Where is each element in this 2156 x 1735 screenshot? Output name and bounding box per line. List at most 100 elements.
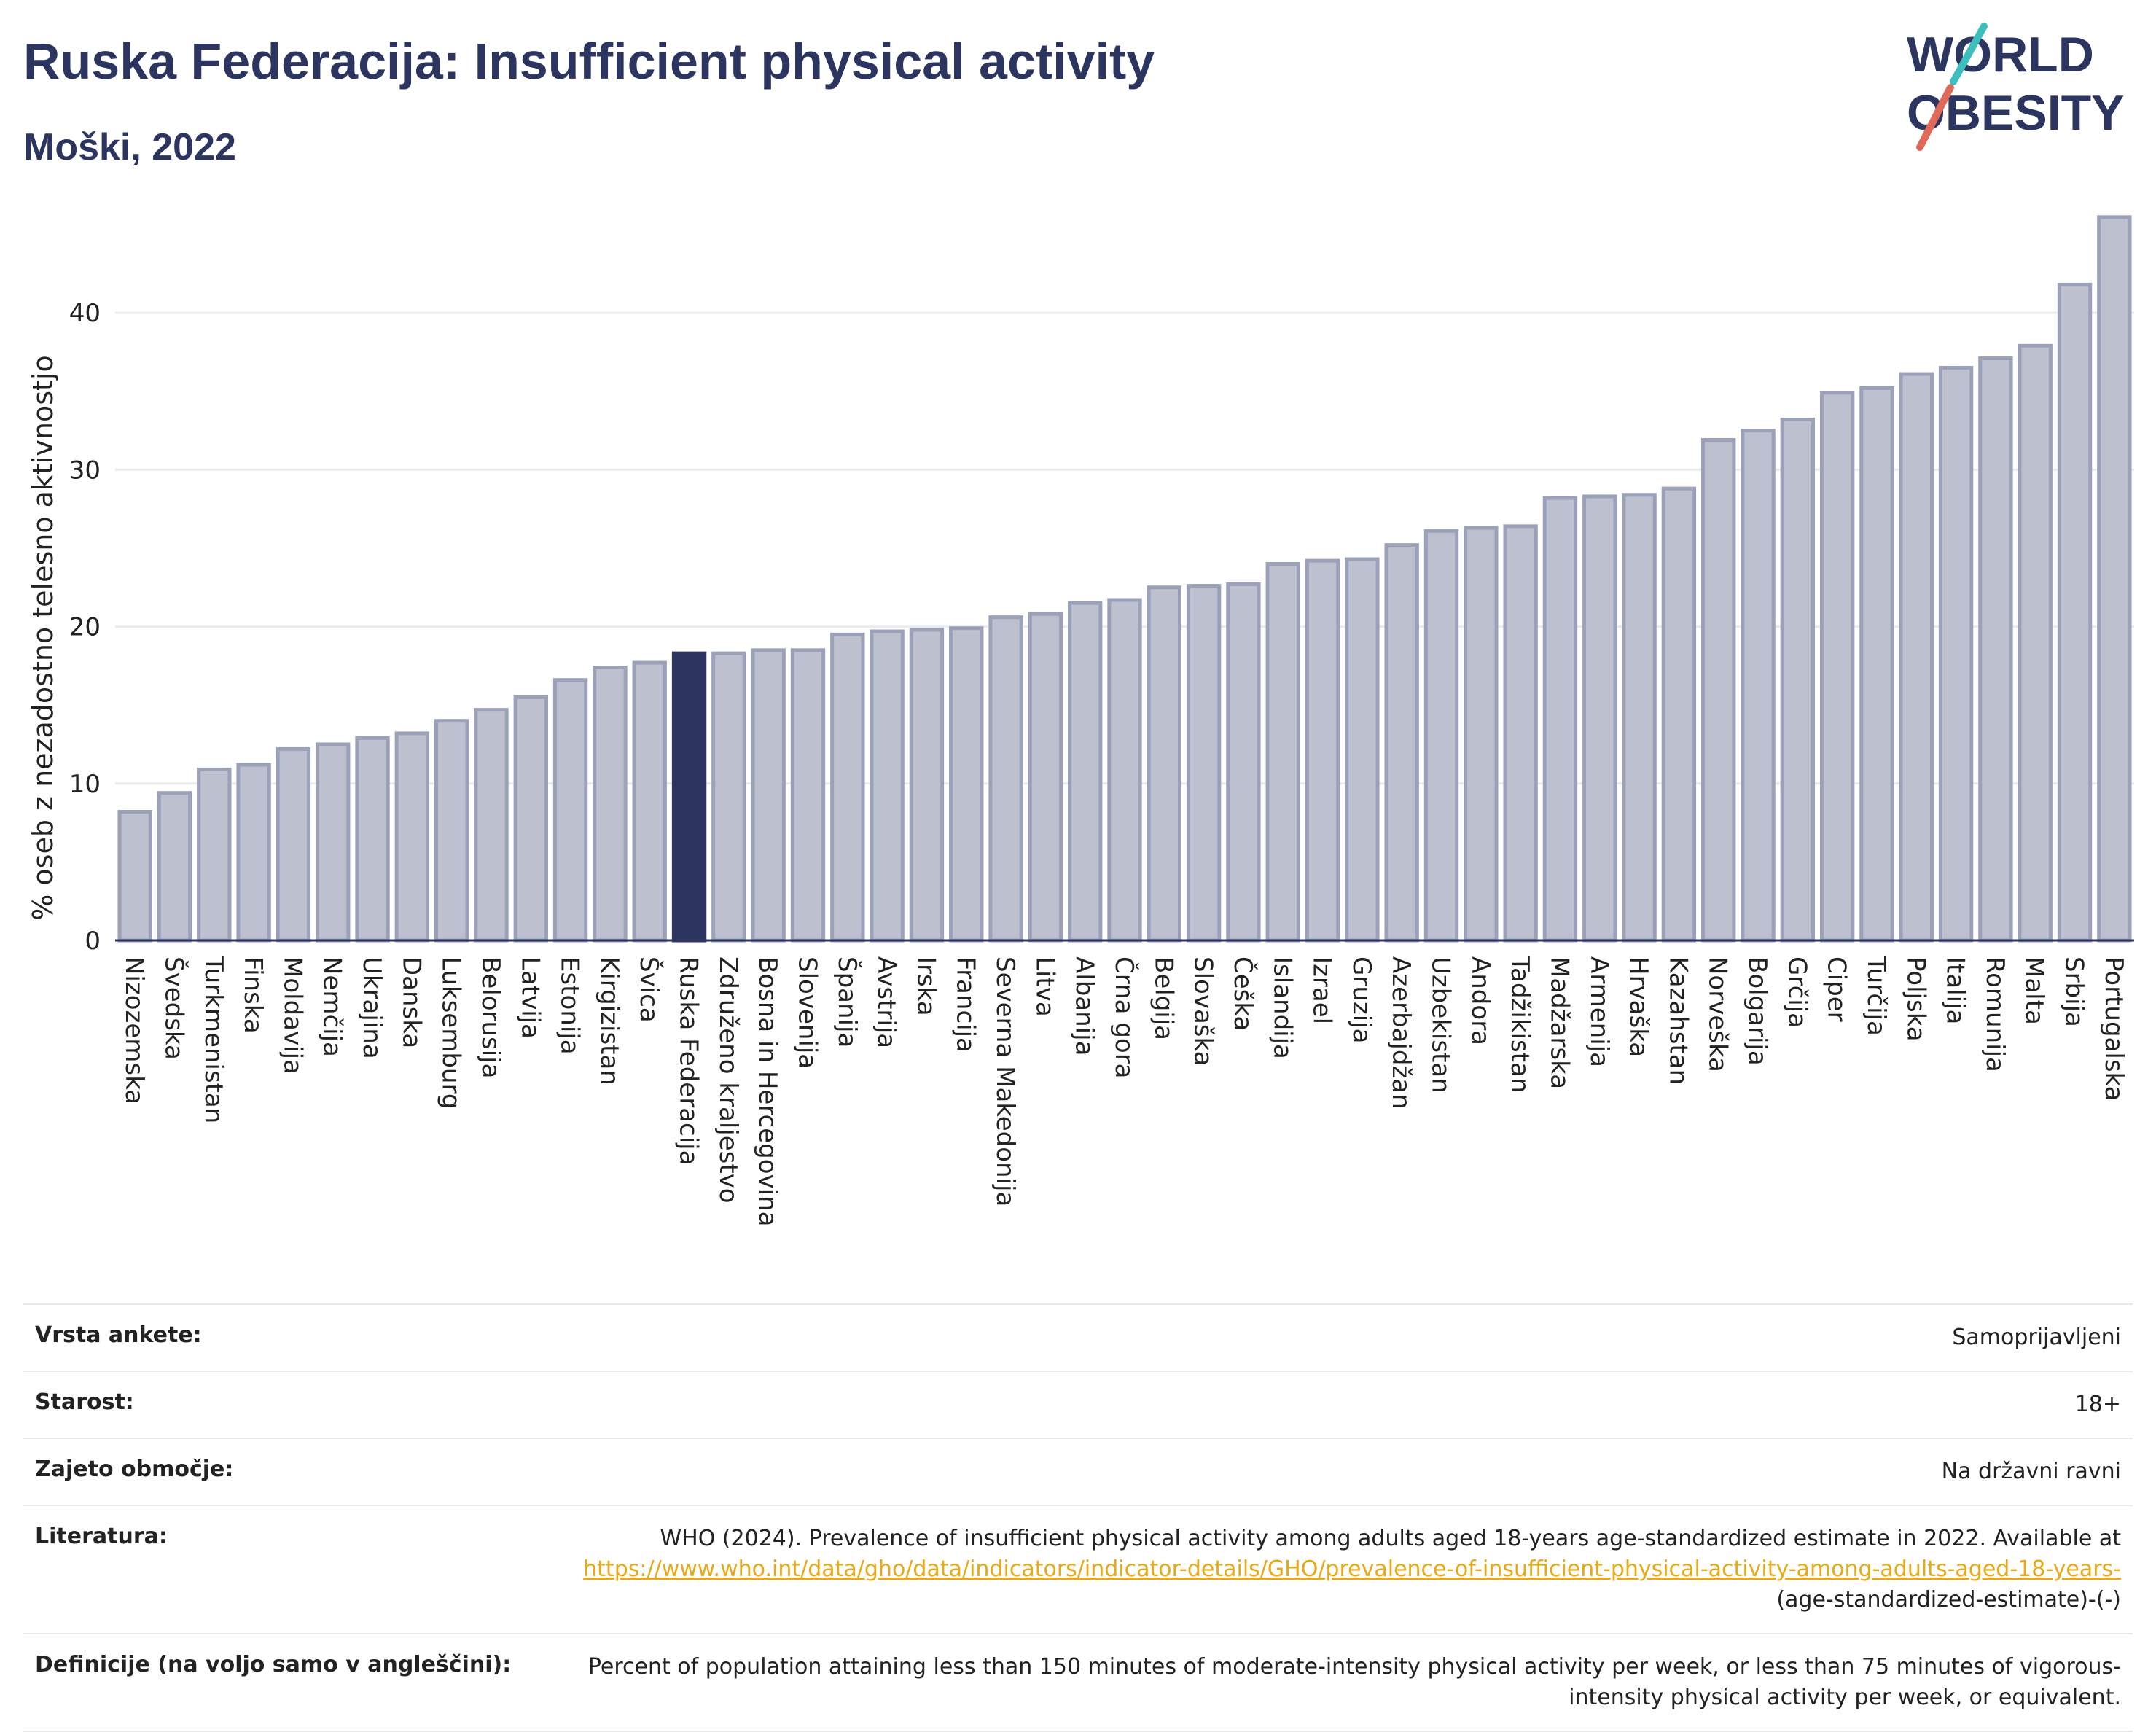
bar: [1068, 601, 1103, 943]
x-tick-label: Estonija: [555, 956, 585, 1055]
x-tick-label: Portugalska: [2099, 956, 2128, 1101]
y-tick-label: 40: [69, 299, 101, 328]
meta-row-reference: Literatura: WHO (2024). Prevalence of in…: [23, 1505, 2133, 1634]
bar: [1819, 391, 1855, 943]
meta-value: WHO (2024). Prevalence of insufficient p…: [571, 1505, 2133, 1634]
logo-line-1: WORLD: [1907, 27, 2094, 82]
bar: [117, 810, 152, 943]
x-tick-label: Tadžikistan: [1505, 956, 1534, 1093]
x-tick-label: Madžarska: [1544, 956, 1574, 1089]
bar: [1582, 494, 1617, 943]
x-tick-label: Francija: [951, 956, 980, 1053]
bar: [2097, 215, 2132, 943]
bar: [1186, 584, 1222, 943]
bar: [316, 742, 351, 943]
meta-row-definition: Definicije (na voljo samo v angleščini):…: [23, 1633, 2133, 1732]
bar: [2057, 282, 2093, 943]
x-tick-label: Irska: [911, 956, 940, 1016]
x-tick-label: Slovaška: [1189, 956, 1218, 1066]
bar: [1028, 612, 1063, 943]
bar: [632, 660, 667, 943]
bar: [1226, 582, 1261, 943]
meta-label: Zajeto območje:: [23, 1438, 571, 1506]
meta-row-coverage: Zajeto območje: Na državni ravni: [23, 1438, 2133, 1506]
x-tick-label: Islandija: [1268, 956, 1297, 1059]
x-tick-label: Belorusija: [476, 956, 505, 1078]
metadata-table: Vrsta ankete: Samoprijavljeni Starost: 1…: [23, 1303, 2133, 1732]
bar: [1622, 493, 1657, 943]
bar-chart: 0 10 20 30 40 % oseb z nezadostno telesno akt…: [27, 215, 2134, 1227]
bar: [513, 695, 548, 943]
x-tick-label: Črna gora: [1109, 956, 1139, 1079]
bar: [1265, 561, 1300, 943]
bar: [830, 632, 865, 943]
reference-text: WHO (2024). Prevalence of insufficient p…: [660, 1526, 2121, 1551]
logo-slash-red: [1916, 84, 1954, 151]
meta-row-survey: Vrsta ankete: Samoprijavljeni: [23, 1303, 2133, 1372]
bar: [1542, 496, 1578, 943]
x-tick-label: Švedska: [159, 956, 189, 1060]
reference-link[interactable]: https://www.who.int/data/gho/data/indica…: [583, 1556, 2121, 1582]
bar: [1423, 529, 1459, 943]
bar: [1938, 365, 1974, 943]
x-tick-label: Bosna in Hercegovina: [753, 956, 782, 1227]
x-tick-label: Nemčija: [318, 956, 347, 1057]
chart-subtitle: Moški, 2022: [23, 126, 236, 168]
world-obesity-logo[interactable]: WORLD OBESITY: [1902, 22, 2143, 153]
x-tick-label: Slovenija: [792, 956, 821, 1069]
meta-label: Definicije (na voljo samo v angleščini):: [23, 1633, 571, 1732]
x-tick-label: Nizozemska: [120, 956, 149, 1104]
x-tick-label: Kazahstan: [1663, 956, 1692, 1085]
x-tick-label: Malta: [2020, 956, 2049, 1025]
meta-value: Samoprijavljeni: [571, 1303, 2133, 1372]
x-tick-label: Avstrija: [872, 956, 901, 1048]
bar: [1899, 372, 1934, 943]
logo-slash-teal: [1950, 23, 1988, 85]
x-tick-label: Poljska: [1901, 956, 1930, 1042]
y-axis-title: % oseb z nezadostno telesno aktivnostjo: [27, 355, 59, 921]
meta-value: Percent of population attaining less tha…: [571, 1633, 2133, 1732]
x-tick-label: Moldavija: [278, 956, 307, 1075]
x-tick-label: Švica: [634, 956, 664, 1023]
x-tick-label: Izrael: [1308, 956, 1337, 1024]
bar: [909, 628, 945, 943]
x-tick-label: Severna Makedonija: [991, 956, 1020, 1206]
bar: [1147, 585, 1181, 943]
bar: [790, 648, 826, 943]
bar: [751, 648, 786, 943]
bar: [1503, 524, 1538, 943]
bar: [236, 763, 271, 943]
bar: [1701, 437, 1736, 943]
bar: [2018, 343, 2053, 943]
x-tick-label: Turčija: [1862, 956, 1891, 1036]
x-tick-label: Azerbajdžan: [1386, 956, 1415, 1110]
x-tick-label: Uzbekistan: [1426, 956, 1456, 1093]
x-tick-label: Hrvaška: [1624, 956, 1653, 1057]
x-tick-label: Italija: [1941, 956, 1970, 1024]
x-tick-label: Luksemburg: [437, 956, 466, 1109]
x-tick-label: Bolgarija: [1743, 956, 1772, 1066]
x-tick-label: Romunija: [1980, 956, 2009, 1072]
x-tick-label: Latvija: [515, 956, 544, 1039]
bar: [1305, 558, 1340, 943]
bar: [355, 736, 390, 943]
bar: [988, 615, 1023, 943]
x-tick-label: Finska: [238, 956, 267, 1034]
bar: [434, 719, 469, 943]
x-tick-label: Španija: [832, 956, 862, 1048]
bar: [276, 746, 311, 943]
bar: [552, 678, 588, 943]
x-tick-label: Grčija: [1782, 956, 1811, 1028]
x-tick-label: Ciper: [1822, 956, 1851, 1022]
bar: [1661, 486, 1697, 943]
chart-title: Ruska Federacija: Insufficient physical …: [23, 33, 1155, 90]
x-tick-label: Danska: [397, 956, 426, 1048]
meta-value: 18+: [571, 1371, 2133, 1439]
bar: [157, 791, 192, 943]
bar: [474, 708, 509, 943]
bar: [1345, 557, 1380, 943]
bar: [870, 629, 905, 943]
bar-highlighted: [671, 651, 707, 943]
y-tick-label: 0: [85, 927, 101, 956]
x-tick-label: Ruska Federacija: [674, 956, 703, 1165]
